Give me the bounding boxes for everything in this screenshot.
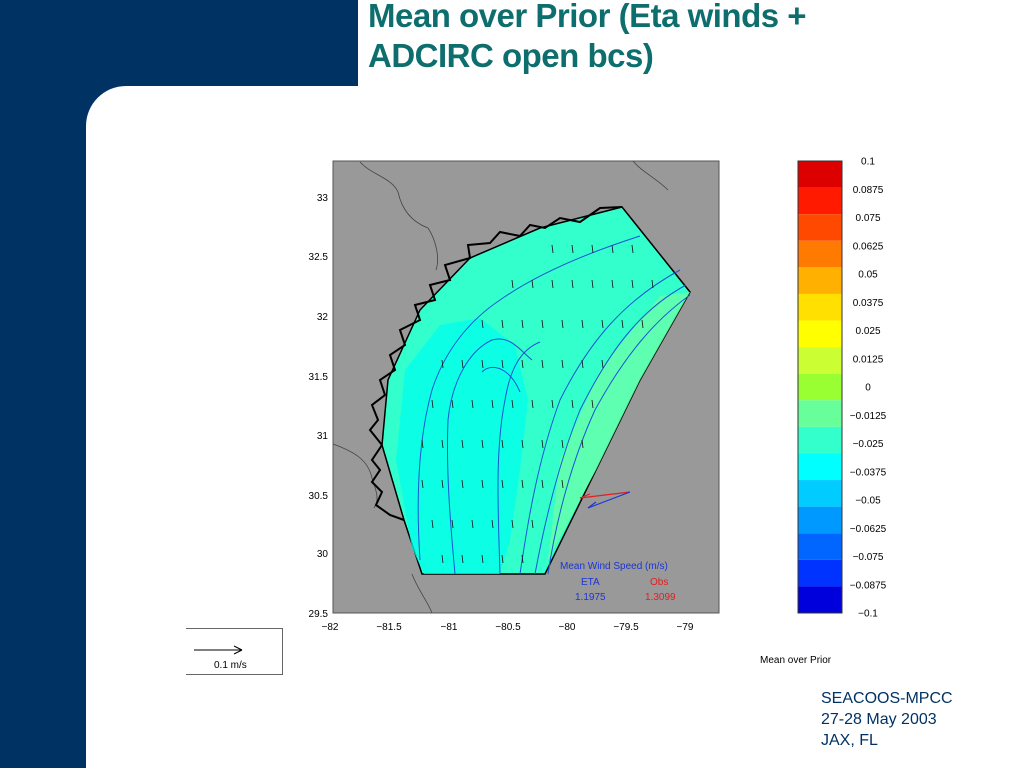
state-border — [632, 160, 669, 191]
y-tick-label: 33 — [317, 193, 329, 204]
x-tick-label: −79 — [677, 622, 694, 633]
y-tick-label: 30 — [317, 549, 329, 560]
colorbar-segment — [798, 506, 842, 534]
colorbar-segment — [798, 187, 842, 215]
colorbar-tick-label: −0.0625 — [850, 524, 887, 535]
footer-line-2: 27-28 May 2003 — [821, 711, 937, 728]
colorbar-segment — [798, 533, 842, 560]
x-tick-label: −80 — [559, 622, 576, 633]
coastline — [368, 206, 623, 446]
colorbar-tick-label: −0.0375 — [850, 467, 887, 478]
x-tick-label: −82 — [322, 622, 339, 633]
colorbar-segment — [798, 480, 842, 507]
colorbar-segment — [798, 320, 842, 348]
x-axis: −82 −81.5 −81 −80.5 −80 −79.5 −79 — [322, 622, 694, 633]
scale-arrowhead — [233, 645, 243, 651]
colorbar-segment — [798, 373, 842, 401]
footer-line-3: JAX, FL — [821, 732, 878, 749]
colorbar-segment — [798, 453, 842, 481]
colorbar-tick-label: 0.0375 — [853, 298, 884, 309]
sidebar-band — [0, 0, 86, 768]
x-tick-label: −79.5 — [613, 622, 639, 633]
y-tick-label: 32 — [317, 312, 329, 323]
colorbar-segment — [798, 240, 842, 268]
legend-title: Mean Wind Speed (m/s) — [560, 561, 668, 572]
y-axis: 33 32.5 32 31.5 31 30.5 30 29.5 — [309, 193, 329, 620]
colorbar-segment — [798, 559, 842, 587]
x-tick-label: −81 — [441, 622, 458, 633]
footer: SEACOOS-MPCC 27-28 May 2003 JAX, FL — [821, 688, 953, 751]
small-arrowhead — [579, 493, 591, 499]
colorbar-tick-label: 0.025 — [855, 326, 880, 337]
y-tick-label: 31.5 — [309, 372, 329, 383]
contour-lines — [417, 235, 691, 575]
colorbar-segment — [798, 426, 842, 454]
colorbar-tick-label: 0 — [865, 383, 871, 394]
cyan-region — [396, 318, 528, 574]
colorbar-tick-label: −0.05 — [855, 496, 881, 507]
wind-arrows — [421, 244, 654, 564]
colorbar-segment — [798, 400, 842, 427]
title-line-1: Mean over Prior (Eta winds + — [368, 0, 807, 34]
colorbar-segment — [798, 347, 842, 374]
colorbar-tick-label: 0.0125 — [853, 354, 884, 365]
x-tick-label: −80.5 — [495, 622, 521, 633]
green-band — [548, 292, 690, 560]
colorbar-tick-label: −0.0875 — [850, 580, 887, 591]
page-title: Mean over Prior (Eta winds + ADCIRC open… — [368, 0, 1008, 76]
coastline — [370, 444, 405, 521]
colorbar-segment — [798, 214, 842, 241]
colorbar-tick-label: −0.075 — [853, 552, 884, 563]
colorbar-tick-label: 0.05 — [858, 270, 878, 281]
x-tick-label: −81.5 — [376, 622, 402, 633]
colorbar-tick-label: −0.0125 — [850, 411, 887, 422]
scale-box — [186, 628, 283, 675]
legend-obs-value: 1.3099 — [645, 592, 676, 603]
colorbar-segment — [798, 293, 842, 321]
small-arrowhead — [587, 501, 597, 509]
colorbar-frame — [797, 160, 843, 614]
legend-eta-label: ETA — [581, 577, 600, 588]
state-border — [411, 573, 433, 614]
footer-line-1: SEACOOS-MPCC — [821, 690, 953, 707]
eta-wind-arrow — [587, 491, 631, 509]
colorbar-segment — [798, 586, 842, 613]
colorbar-tick-label: 0.0625 — [853, 241, 884, 252]
y-tick-label: 32.5 — [309, 252, 329, 263]
header-band — [0, 0, 358, 86]
state-border — [359, 161, 438, 271]
legend-obs-label: Obs — [650, 577, 668, 588]
legend-eta-value: 1.1975 — [575, 592, 606, 603]
state-border — [332, 443, 378, 509]
obs-wind-arrow — [579, 491, 631, 499]
scale-label: 0.1 m/s — [214, 660, 247, 671]
y-tick-label: 29.5 — [309, 609, 329, 620]
y-tick-label: 31 — [317, 431, 329, 442]
scale-arrowhead — [233, 649, 243, 655]
title-line-2: ADCIRC open bcs) — [368, 37, 654, 74]
content-corner — [86, 86, 206, 206]
colorbar: 0.1 0.0875 0.075 0.0625 0.05 0.0375 0.025 0.012… — [797, 157, 887, 620]
colorbar-tick-label: 0.075 — [855, 213, 880, 224]
y-tick-label: 30.5 — [309, 491, 329, 502]
colorbar-tick-label: 0.1 — [861, 157, 875, 168]
colorbar-tick-label: 0.0875 — [853, 185, 884, 196]
colorbar-caption: Mean over Prior — [760, 655, 832, 666]
colorbar-tick-label: −0.1 — [858, 609, 878, 620]
colorbar-segment — [798, 267, 842, 294]
colorbar-segment — [798, 161, 842, 188]
colorbar-tick-label: −0.025 — [853, 439, 884, 450]
